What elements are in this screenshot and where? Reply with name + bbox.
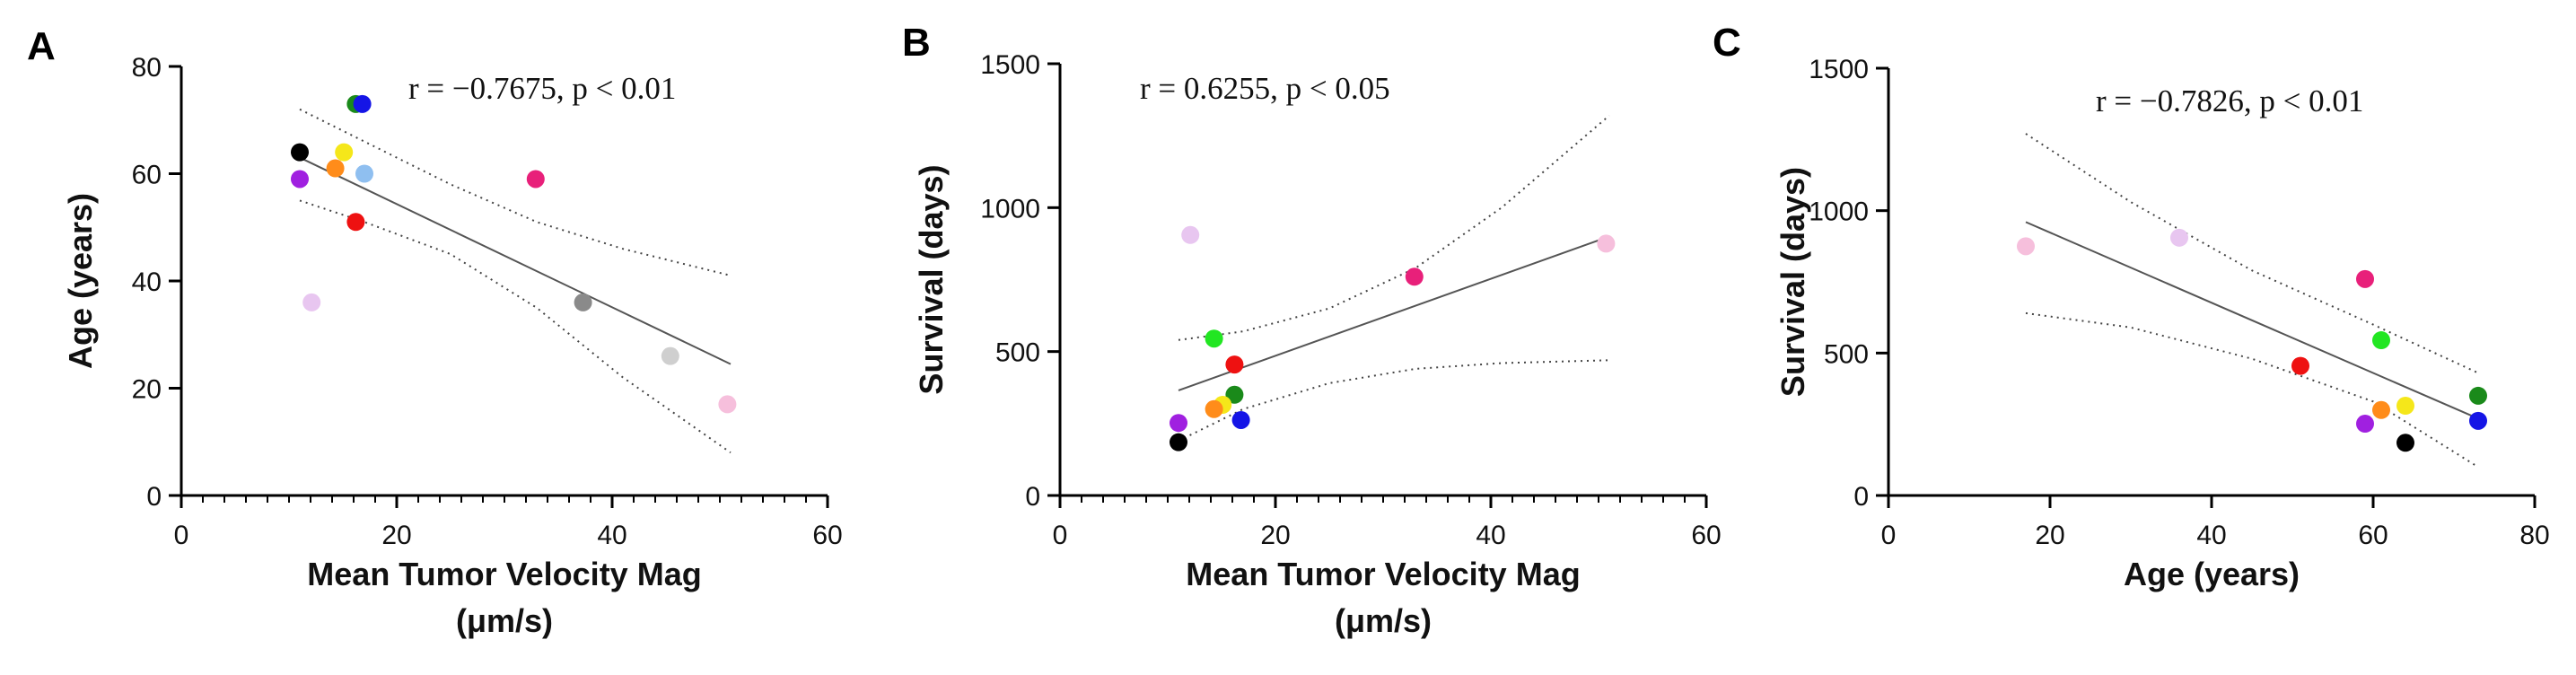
data-point bbox=[291, 143, 309, 162]
data-point bbox=[335, 143, 354, 162]
data-point bbox=[2372, 400, 2390, 419]
y-tick-label: 1000 bbox=[1809, 197, 1869, 227]
chart-panel-c: C 0 500 1000 1500 0 20 40 60 80 Age (years) Surviva… bbox=[1713, 21, 2550, 592]
data-point bbox=[302, 293, 321, 311]
y-tick-label: 500 bbox=[995, 338, 1040, 368]
panel-letter: C bbox=[1713, 21, 1741, 65]
data-point bbox=[718, 395, 737, 414]
correlation-annotation: r = −0.7826, p < 0.01 bbox=[2096, 83, 2363, 118]
data-point bbox=[326, 159, 345, 178]
x-tick-label: 60 bbox=[812, 521, 842, 550]
x-axis-title: (μm/s) bbox=[456, 602, 553, 639]
y-tick-label: 0 bbox=[1025, 482, 1040, 512]
data-point bbox=[2396, 434, 2414, 452]
x-tick-label: 0 bbox=[174, 521, 189, 550]
y-axis-title: Survival (days) bbox=[913, 164, 950, 394]
x-tick-label: 20 bbox=[2035, 521, 2064, 550]
y-tick-label: 1500 bbox=[980, 50, 1040, 80]
correlation-annotation: r = 0.6255, p < 0.05 bbox=[1140, 71, 1390, 106]
data-point bbox=[1181, 225, 1200, 244]
x-axis-title: Mean Tumor Velocity Mag bbox=[1186, 556, 1580, 592]
data-point bbox=[2396, 397, 2414, 416]
y-tick-label: 60 bbox=[132, 161, 162, 190]
data-point bbox=[1170, 433, 1187, 451]
data-point bbox=[661, 346, 679, 365]
data-point bbox=[2469, 411, 2487, 430]
regression-line bbox=[2025, 221, 2479, 420]
y-axis-title: Age (years) bbox=[62, 193, 99, 369]
data-point bbox=[2469, 386, 2487, 405]
y-tick-label: 40 bbox=[132, 267, 162, 297]
regression-line bbox=[299, 156, 732, 365]
data-point bbox=[1225, 385, 1244, 404]
x-axis-title: Age (years) bbox=[2124, 556, 2300, 592]
data-point bbox=[353, 94, 372, 113]
y-tick-label: 0 bbox=[146, 482, 162, 512]
data-point bbox=[2356, 269, 2374, 288]
regression-line bbox=[1178, 235, 1610, 391]
y-tick-label: 0 bbox=[1853, 482, 1869, 512]
data-point bbox=[2170, 228, 2188, 247]
ci-upper-curve bbox=[299, 108, 732, 276]
data-point bbox=[526, 170, 545, 188]
correlation-annotation: r = −0.7675, p < 0.01 bbox=[408, 71, 676, 106]
x-tick-label: 40 bbox=[597, 521, 626, 550]
chart-panel-a: A 0 20 40 60 80 0 20 40 60 Mean Tumor Velocity Mag… bbox=[27, 24, 843, 639]
data-point bbox=[1405, 267, 1424, 286]
data-point bbox=[1231, 410, 1250, 429]
data-point bbox=[1205, 399, 1223, 418]
y-tick-label: 500 bbox=[1824, 339, 1869, 369]
x-tick-label: 40 bbox=[2196, 521, 2226, 550]
data-point bbox=[1205, 329, 1223, 348]
y-tick-label: 80 bbox=[132, 53, 162, 83]
panel-letter: B bbox=[902, 21, 931, 65]
x-tick-label: 40 bbox=[1476, 521, 1505, 550]
x-tick-label: 0 bbox=[1881, 521, 1897, 550]
chart-panel-b: B 0 500 1000 1500 0 20 40 60 Mean Tumor Velocity … bbox=[902, 21, 1722, 639]
ci-upper-curve bbox=[1178, 114, 1610, 341]
y-axis-title: Survival (days) bbox=[1774, 167, 1811, 397]
panel-letter: A bbox=[27, 24, 56, 68]
x-tick-label: 20 bbox=[1260, 521, 1290, 550]
data-point bbox=[2372, 331, 2390, 350]
data-point bbox=[1170, 414, 1187, 433]
ci-lower-curve bbox=[2025, 311, 2479, 469]
x-axis-title: (μm/s) bbox=[1335, 602, 1432, 639]
y-tick-label: 1000 bbox=[980, 194, 1040, 224]
data-point bbox=[1597, 234, 1616, 253]
y-tick-label: 1500 bbox=[1809, 55, 1869, 84]
x-tick-label: 0 bbox=[1053, 521, 1068, 550]
data-point bbox=[2356, 415, 2374, 434]
data-point bbox=[291, 170, 309, 188]
x-axis-title: Mean Tumor Velocity Mag bbox=[307, 556, 701, 592]
ci-lower-curve bbox=[1178, 359, 1610, 442]
data-point bbox=[355, 164, 373, 183]
ci-lower-curve bbox=[299, 199, 732, 454]
x-tick-label: 60 bbox=[1691, 521, 1721, 550]
data-point bbox=[2291, 356, 2309, 375]
data-point bbox=[2017, 237, 2035, 256]
ci-upper-curve bbox=[2025, 133, 2479, 374]
data-point bbox=[1225, 355, 1244, 374]
data-point bbox=[574, 293, 592, 311]
x-tick-label: 80 bbox=[2519, 521, 2549, 550]
x-tick-label: 20 bbox=[381, 521, 411, 550]
data-point bbox=[346, 213, 365, 232]
x-tick-label: 60 bbox=[2358, 521, 2388, 550]
y-tick-label: 20 bbox=[132, 375, 162, 405]
